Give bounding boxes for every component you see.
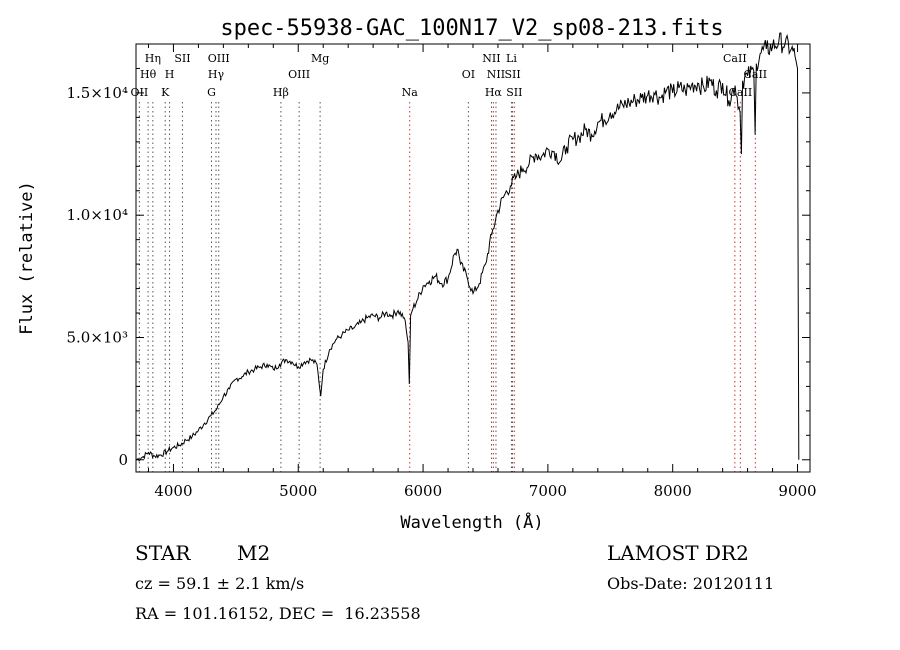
spectral-line-label: OIII [288, 68, 310, 81]
spectral-line-label: Li [506, 52, 517, 65]
spectral-line-label: NII [482, 52, 500, 65]
x-tick-label: 8000 [654, 482, 692, 500]
spectral-line-label: H [165, 68, 175, 81]
chart-title: spec-55938-GAC_100N17_V2_sp08-213.fits [220, 16, 723, 41]
spectral-line-label: CaII [723, 52, 747, 65]
object-class: STAR [135, 541, 191, 565]
axis-ticks: 4000 5000 6000 7000 8000 9000 0 5.0×10³ 1.0×10⁴ 1… [66, 44, 817, 500]
spectral-line-label: Hα [485, 86, 503, 99]
spectral-line-label: SII [504, 68, 520, 81]
x-axis-label: Wavelength (Å) [400, 511, 543, 533]
series-layer [135, 32, 800, 462]
spectral-line-label: Na [402, 86, 419, 99]
y-tick-label: 0 [118, 451, 128, 469]
spectral-line-label: SII [174, 52, 190, 65]
x-tick-label: 5000 [279, 482, 317, 500]
y-tick-label: 5.0×10³ [66, 328, 128, 346]
spectral-line-label: Hθ [140, 68, 157, 81]
plot-frame [135, 43, 811, 473]
object-subclass: M2 [237, 541, 271, 565]
survey-name: LAMOST DR2 [607, 541, 749, 565]
spectral-line-label: OI [462, 68, 475, 81]
y-axis-label: Flux (relative) [17, 181, 37, 335]
spectral-line-label: Hγ [208, 68, 225, 81]
obs-date: Obs-Date: 20120111 [607, 574, 775, 593]
spectral-line-label: SII [506, 86, 522, 99]
y-tick-label: 1.0×10⁴ [66, 206, 128, 224]
spectral-line-label: G [207, 86, 216, 99]
spectral-line-label: NII [487, 68, 505, 81]
coordinates: RA = 101.16152, DEC = 16.23558 [135, 604, 421, 623]
x-tick-label: 4000 [154, 482, 192, 500]
spectral-line-label: Mg [311, 52, 329, 65]
spectral-line-label: OIII [208, 52, 230, 65]
x-tick-label: 6000 [404, 482, 442, 500]
spectral-line-label: K [161, 86, 170, 99]
y-tick-label: 1.5×10⁴ [66, 84, 128, 102]
x-tick-label: 7000 [529, 482, 567, 500]
spectral-line-label: Hη [145, 52, 161, 65]
redshift-cz: cz = 59.1 ± 2.1 km/s [135, 574, 305, 593]
x-tick-label: 9000 [778, 482, 816, 500]
spectral-line-label: Hβ [273, 86, 289, 99]
spectrum-line [135, 32, 800, 462]
